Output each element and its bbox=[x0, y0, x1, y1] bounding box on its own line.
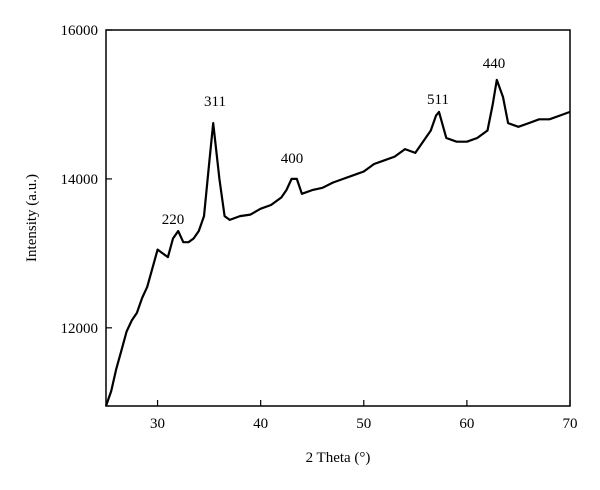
peak-label: 511 bbox=[427, 92, 449, 108]
peak-label: 311 bbox=[204, 94, 226, 110]
x-tick-label: 60 bbox=[459, 416, 474, 432]
x-axis-label: 2 Theta (°) bbox=[306, 450, 371, 466]
y-axis-label: Intensity (a.u.) bbox=[24, 174, 40, 262]
y-tick-label: 16000 bbox=[61, 23, 99, 39]
y-tick-label: 14000 bbox=[61, 172, 99, 188]
peak-label: 440 bbox=[483, 56, 506, 72]
xrd-line bbox=[104, 78, 571, 407]
x-tick-label: 50 bbox=[356, 416, 371, 432]
peak-label: 220 bbox=[162, 212, 185, 228]
y-tick-label: 12000 bbox=[61, 321, 99, 337]
peak-label: 400 bbox=[281, 151, 304, 167]
x-tick-label: 40 bbox=[253, 416, 268, 432]
x-tick-label: 70 bbox=[563, 416, 578, 432]
plot-frame bbox=[105, 29, 571, 407]
x-tick-label: 30 bbox=[150, 416, 165, 432]
